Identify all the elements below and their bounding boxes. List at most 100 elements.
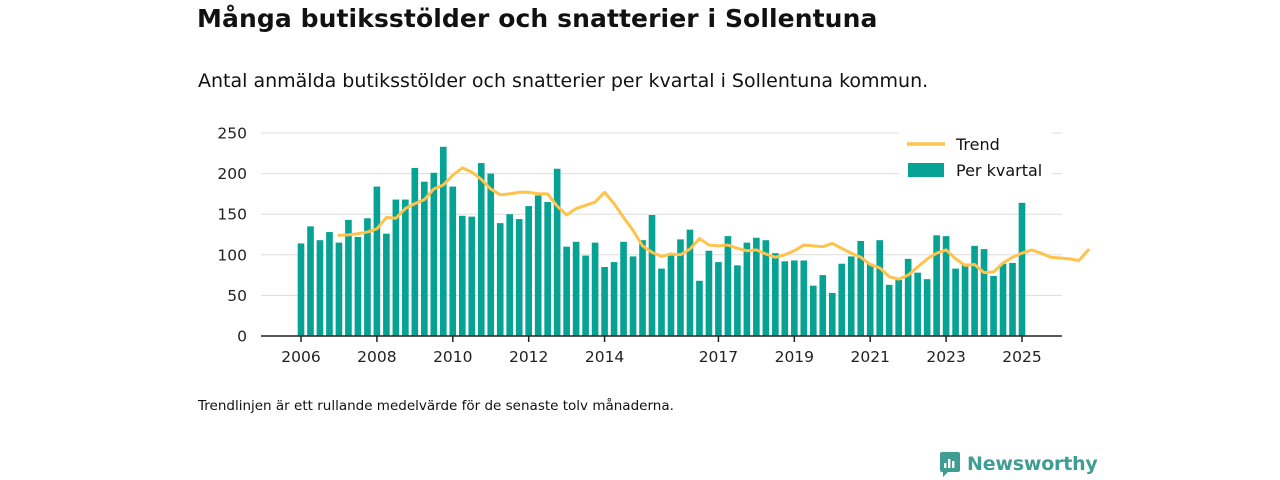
chart-subtitle: Antal anmälda butiksstölder och snatteri… [198,70,929,92]
bar [838,263,846,336]
bar [421,181,428,336]
bar [563,246,570,336]
bar [876,240,884,336]
bar [449,186,457,336]
y-axis-labels: 0 50 100 150 200 250 [217,125,247,346]
bar [933,235,940,336]
bar [601,266,608,336]
bar [923,279,931,336]
bar [335,242,343,336]
x-tick-label: 2010 [433,348,472,366]
bar [1018,202,1026,336]
bar [743,242,751,336]
bar [468,216,476,336]
bar [1009,262,1016,336]
bar [496,223,504,336]
chart-title: Många butiksstölder och snatterier i Sol… [197,4,878,33]
bar [866,263,874,336]
x-tick-label: 2014 [585,348,624,366]
bar [364,218,371,336]
bar [762,240,770,336]
bar [705,250,713,336]
x-tick-label: 2012 [509,348,548,366]
bar [791,260,798,336]
y-tick-label: 50 [227,287,247,305]
bar [439,146,447,336]
legend: Trend Per kvartal [899,130,1052,188]
bar [942,236,950,336]
x-tick-label: 2023 [926,348,965,366]
bar [971,245,978,336]
legend-trend-label: Trend [955,135,1000,154]
bar [999,263,1007,336]
bar [610,262,618,336]
bar [847,256,855,336]
trend-line [337,166,1090,281]
bar [307,226,314,336]
x-tick-label: 2025 [1002,348,1041,366]
x-tick-label: 2021 [850,348,889,366]
bar [885,284,893,336]
bar [373,186,381,336]
bar [582,255,589,336]
legend-background [899,130,1052,188]
bar [620,241,627,336]
bar [639,240,646,336]
bar [686,229,694,336]
bar [658,268,665,336]
chart-svg: 0 50 100 150 200 250 2006 2008 2010 2012 2014 2017… [217,125,1090,366]
y-tick-label: 250 [217,125,247,143]
bar [392,199,400,336]
bar [715,262,722,336]
newsworthy-logo-icon [940,452,960,477]
bar [629,256,637,336]
legend-bar-label: Per kvartal [956,161,1042,180]
x-axis-labels: 2006 2008 2010 2012 2014 2017 2019 2021 2023 2025 [281,336,1042,366]
bar [525,206,532,336]
bar [316,240,324,336]
bar [990,275,997,336]
bar [781,261,789,336]
x-tick-label: 2006 [281,348,320,366]
bar [515,219,523,336]
x-tick-label: 2017 [699,348,738,366]
bar [648,215,656,336]
y-tick-label: 200 [217,165,247,183]
bar [326,232,333,336]
brand-logo[interactable]: Newsworthy [939,450,1098,478]
legend-bar-swatch [908,163,944,177]
bar [952,268,959,336]
bar [809,285,817,336]
bar [402,199,409,336]
y-tick-label: 100 [217,246,247,264]
bar [553,168,561,336]
bar [477,163,485,336]
bar [772,253,779,336]
bar [345,219,352,336]
bar [819,275,827,336]
bar [980,249,988,336]
bar [677,239,684,336]
bar [828,292,836,336]
footnote: Trendlinjen är ett rullande medelvärde f… [198,398,674,414]
bar [411,167,419,336]
bar [734,265,741,336]
bar [857,241,865,336]
y-tick-label: 150 [217,206,247,224]
bar [724,236,732,336]
bar [506,214,514,336]
bar [904,258,912,336]
bar [753,237,760,336]
bar [458,215,466,336]
bar [430,172,438,336]
x-tick-label: 2019 [775,348,814,366]
bar [534,195,542,336]
bar [297,243,305,336]
bar [667,253,675,336]
brand-name: Newsworthy [967,453,1098,475]
bar [354,236,362,336]
bar [800,260,808,336]
y-tick-label: 0 [237,328,247,346]
bar [961,263,969,336]
bar [544,202,551,336]
